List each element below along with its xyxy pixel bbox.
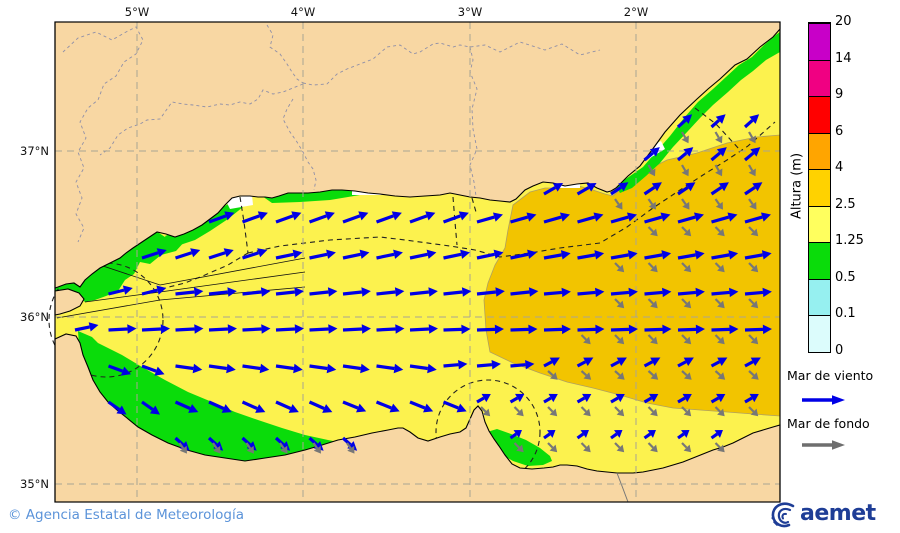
swell-arrow-icon [802,440,845,450]
legend-wind-sea-label: Mar de viento [787,368,874,383]
colorbar [808,22,831,353]
wind-sea-arrow-icon [802,395,845,405]
lon-tick-label: 4°W [291,5,315,19]
colorbar-title: Altura (m) [789,152,805,220]
land-spain [54,21,781,289]
lat-tick-label: 37°N [20,144,49,158]
range-circle-strait [48,262,164,378]
legend-swell-label: Mar de fondo [787,416,870,431]
aemet-logo-text: aemet [800,501,876,526]
colorbar-segment [809,169,830,206]
colorbar-tick-label: 0 [835,343,844,358]
land-africa [54,333,781,503]
axis-labels: 5°W 4°W 3°W 2°W 37°N 36°N 35°N [20,5,648,491]
aemet-swirl-icon [771,502,795,528]
lon-tick-label: 5°W [125,5,149,19]
copyright-text: © Agencia Estatal de Meteorología [8,507,245,523]
colorbar-tick-label: 2.5 [835,196,856,212]
wave-arrow-field [74,114,772,454]
colorbar-tick-label: 6 [835,123,844,139]
colorbar-segment [809,242,830,279]
colorbar-segment [809,132,830,170]
colorbar-segment [809,315,830,352]
colorbar-tick-label: 4 [835,160,844,176]
colorbar-segment [809,59,830,97]
colorbar-tick-label: 0.5 [835,269,856,285]
lat-tick-label: 36°N [20,310,49,324]
colorbar-segment [809,96,830,133]
colorbar-segment [809,23,830,60]
lon-tick-label: 2°W [624,5,648,19]
morocco-algeria-border [616,472,629,503]
colorbar-tick-label: 1.25 [835,233,864,249]
colorbar-segment [809,278,830,316]
map-frame [54,21,781,503]
colorbar-tick-label: 14 [835,50,852,66]
lat-tick-label: 35°N [20,477,49,491]
colorbar-tick-label: 0.1 [835,306,856,322]
graticule [55,22,780,502]
wave-region-green-south-coast [78,331,388,470]
colorbar-tick-label: 9 [835,87,844,103]
colorbar-segment [809,205,830,243]
colorbar-tick-label: 20 [835,14,852,29]
admin-boundaries [62,24,601,243]
land-tarifa-headland [54,288,85,316]
lon-tick-label: 3°W [458,5,482,19]
wave-region-green-malaga [262,187,360,203]
land-layer [54,21,781,503]
